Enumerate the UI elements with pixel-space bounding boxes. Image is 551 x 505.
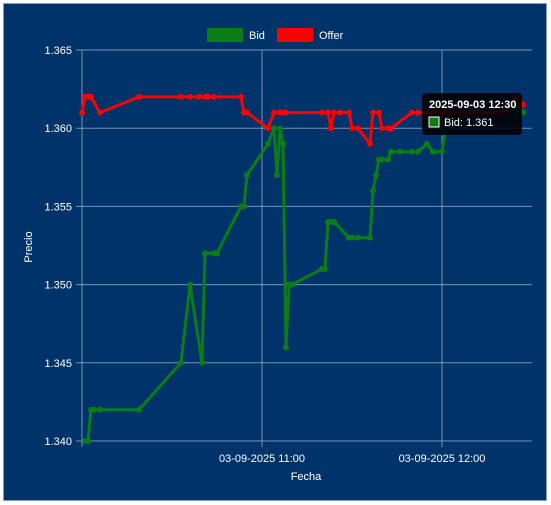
y-tick-label: 1.365 xyxy=(44,45,72,57)
data-point-offer[interactable] xyxy=(325,109,331,116)
data-point-offer[interactable] xyxy=(244,109,250,116)
data-point-offer[interactable] xyxy=(379,125,385,132)
x-axis-ticks: 03-09-2025 11:00 03-09-2025 12:00 xyxy=(219,453,485,465)
data-point-offer[interactable] xyxy=(415,109,421,116)
y-tick-label: 1.355 xyxy=(44,201,72,213)
data-point-bid[interactable] xyxy=(265,140,271,147)
data-point-offer[interactable] xyxy=(355,125,361,132)
grid xyxy=(76,49,532,447)
data-point-bid[interactable] xyxy=(355,234,361,241)
legend-swatch-bid[interactable] xyxy=(207,28,243,42)
data-point-bid[interactable] xyxy=(136,406,142,413)
data-point-bid[interactable] xyxy=(424,140,430,147)
data-point-bid[interactable] xyxy=(409,148,415,155)
data-point-bid[interactable] xyxy=(271,125,277,132)
y-axis-ticks: 1.340 1.345 1.350 1.355 1.360 1.365 xyxy=(44,45,72,448)
y-tick-label: 1.350 xyxy=(44,280,72,292)
data-point-bid[interactable] xyxy=(373,172,379,179)
data-point-bid[interactable] xyxy=(283,344,289,351)
y-tick-label: 1.360 xyxy=(44,123,72,135)
data-point-bid[interactable] xyxy=(430,148,436,155)
data-point-bid[interactable] xyxy=(85,438,91,444)
data-point-offer[interactable] xyxy=(376,109,382,116)
data-point-bid[interactable] xyxy=(439,148,445,155)
data-point-offer[interactable] xyxy=(409,109,415,116)
legend-label-bid[interactable]: Bid xyxy=(249,30,265,42)
price-chart: 1.340 1.345 1.350 1.355 1.360 1.365 03-09-202… xyxy=(23,28,532,483)
data-point-offer[interactable] xyxy=(136,93,142,100)
data-point-bid[interactable] xyxy=(349,234,355,241)
data-point-bid[interactable] xyxy=(331,219,337,226)
x-tick-label: 03-09-2025 11:00 xyxy=(219,453,305,465)
data-point-bid[interactable] xyxy=(178,359,184,366)
data-point-offer[interactable] xyxy=(97,109,103,116)
y-tick-label: 1.340 xyxy=(44,436,72,448)
data-point-bid[interactable] xyxy=(415,148,421,155)
data-point-offer[interactable] xyxy=(328,125,334,132)
data-point-bid[interactable] xyxy=(379,156,385,163)
y-tick-label: 1.345 xyxy=(44,358,72,370)
data-point-bid[interactable] xyxy=(187,281,193,288)
legend[interactable]: Bid Offer xyxy=(207,28,344,42)
tooltip-box xyxy=(422,93,522,135)
data-point-offer[interactable] xyxy=(337,109,343,116)
data-point-bid[interactable] xyxy=(388,148,394,155)
data-point-bid[interactable] xyxy=(97,406,103,413)
data-point-offer[interactable] xyxy=(187,93,193,100)
data-point-offer[interactable] xyxy=(331,109,337,116)
data-point-offer[interactable] xyxy=(205,93,211,100)
tooltip-title: 2025-09-03 12:30 xyxy=(429,99,516,111)
data-point-offer[interactable] xyxy=(238,93,244,100)
data-point-bid[interactable] xyxy=(367,234,373,241)
data-point-offer[interactable] xyxy=(349,125,355,132)
data-point-offer[interactable] xyxy=(271,109,277,116)
data-point-bid[interactable] xyxy=(91,406,97,413)
data-point-offer[interactable] xyxy=(319,109,325,116)
data-point-bid[interactable] xyxy=(370,187,376,194)
legend-label-offer[interactable]: Offer xyxy=(319,30,344,42)
data-point-offer[interactable] xyxy=(370,109,376,116)
data-point-bid[interactable] xyxy=(214,250,220,257)
data-point-bid[interactable] xyxy=(241,203,247,210)
data-point-bid[interactable] xyxy=(274,172,280,179)
chart-panel: 1.340 1.345 1.350 1.355 1.360 1.365 03-09-202… xyxy=(3,3,547,501)
data-point-offer[interactable] xyxy=(367,140,373,147)
legend-swatch-offer[interactable] xyxy=(277,28,313,42)
y-axis-title: Precio xyxy=(23,231,35,262)
data-point-bid[interactable] xyxy=(199,359,205,366)
series-line-bid xyxy=(85,103,525,443)
data-point-bid[interactable] xyxy=(289,281,295,288)
data-point-offer[interactable] xyxy=(265,125,271,132)
tooltip-swatch xyxy=(428,116,440,128)
data-point-offer[interactable] xyxy=(283,109,289,116)
data-point-bid[interactable] xyxy=(397,148,403,155)
data-point-bid[interactable] xyxy=(202,250,208,257)
data-point-offer[interactable] xyxy=(79,109,85,116)
x-tick-label: 03-09-2025 12:00 xyxy=(399,453,486,465)
data-point-offer[interactable] xyxy=(178,93,184,100)
data-point-offer[interactable] xyxy=(346,109,352,116)
data-point-bid[interactable] xyxy=(322,265,328,272)
x-axis-title: Fecha xyxy=(291,471,322,483)
data-point-offer[interactable] xyxy=(196,93,202,100)
tooltip: 2025-09-03 12:30 Bid: 1.361 xyxy=(422,93,522,135)
tooltip-body: Bid: 1.361 xyxy=(444,117,494,129)
data-point-bid[interactable] xyxy=(277,125,283,132)
data-point-offer[interactable] xyxy=(211,93,217,100)
data-point-offer[interactable] xyxy=(388,125,394,132)
data-point-bid[interactable] xyxy=(280,140,286,147)
data-point-offer[interactable] xyxy=(88,93,94,100)
data-point-bid[interactable] xyxy=(385,156,391,163)
series-lines xyxy=(79,93,526,444)
data-point-bid[interactable] xyxy=(244,172,250,179)
